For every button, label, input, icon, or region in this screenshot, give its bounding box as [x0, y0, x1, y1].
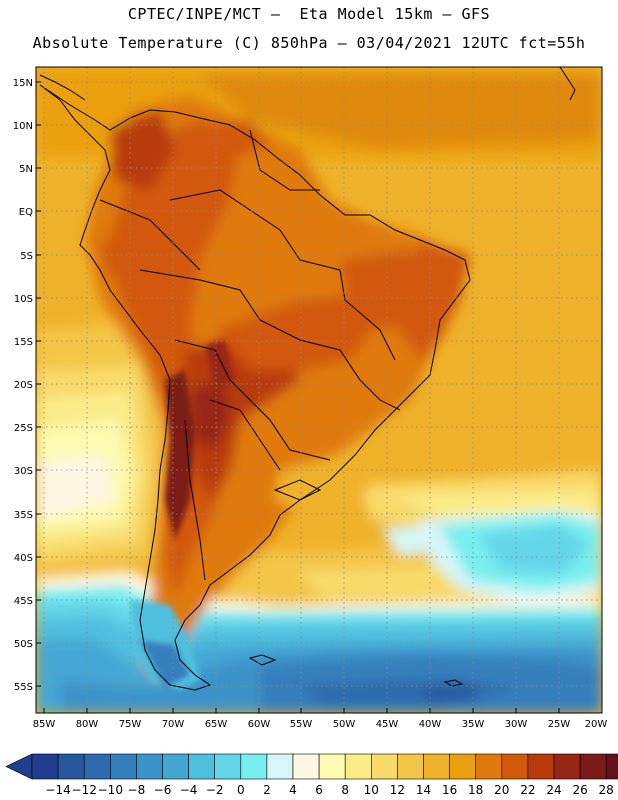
colorbar-swatch: [370, 753, 398, 780]
colorbar-swatch: [475, 753, 503, 780]
lat-label: 10N: [13, 121, 33, 132]
lon-label: 75W: [119, 719, 142, 730]
lat-label: 10S: [14, 294, 33, 305]
lat-label: 20S: [14, 380, 33, 391]
lat-label: EQ: [19, 207, 33, 218]
colorbar-swatch: [292, 753, 320, 780]
colorbar-swatch: [449, 753, 477, 780]
colorbar-swatch: [31, 753, 59, 780]
colorbar-swatch: [136, 753, 163, 780]
colorbar-swatch: [214, 753, 242, 780]
colorbar-swatch: [553, 753, 581, 780]
colorbar-swatch: [397, 753, 424, 780]
colorbar-label: 2: [263, 783, 271, 797]
latitude-labels: 15N 10N 5N EQ 5S 10S 15S 20S 25S 30S 35S…: [13, 78, 33, 693]
lon-label: 50W: [333, 719, 356, 730]
lat-label: 55S: [14, 682, 33, 693]
colorbar-swatch: [83, 753, 111, 780]
lat-label: 5S: [20, 251, 33, 262]
axis-ticks: [36, 81, 560, 713]
colorbar-label: −12: [72, 783, 97, 797]
lon-label: 30W: [505, 719, 528, 730]
colorbar-swatch: [57, 753, 85, 780]
map-frame: [35, 66, 603, 714]
colorbar-label: 20: [494, 783, 509, 797]
lat-label: 5N: [19, 164, 33, 175]
coastline: [39, 67, 576, 691]
colorbar-label: −14: [45, 783, 70, 797]
colorbar-swatch: [162, 753, 189, 780]
colorbar-label: 6: [315, 783, 323, 797]
colorbar-swatch: [110, 753, 137, 780]
lon-label: 85W: [33, 719, 56, 730]
colorbar-swatch: [240, 753, 268, 780]
colorbar-label: −4: [180, 783, 198, 797]
lon-label: 70W: [162, 719, 185, 730]
colorbar-label: 14: [416, 783, 431, 797]
colorbar-swatch: [605, 753, 618, 780]
chart-title-line-1: CPTEC/INPE/MCT – Eta Model 15km – GFS: [127, 5, 491, 23]
colorbar-label: 0: [237, 783, 245, 797]
colorbar-swatch: [423, 753, 450, 780]
lat-label: 25S: [14, 423, 33, 434]
lon-label: 80W: [76, 719, 99, 730]
lat-label: 40S: [14, 553, 33, 564]
colorbar-label: 28: [599, 783, 614, 797]
colorbar-label: 22: [520, 783, 535, 797]
longitude-labels: 85W 80W 75W 70W 65W 60W 55W 50W 45W 40W …: [33, 719, 608, 730]
chart-title-line-2: Absolute Temperature (C) 850hPa – 03/04/…: [32, 34, 586, 52]
colorbar-label: 16: [442, 783, 457, 797]
colorbar-swatch: [579, 753, 607, 780]
colorbar-swatch: [344, 753, 372, 780]
lon-label: 20W: [585, 719, 608, 730]
lat-label: 50S: [14, 639, 33, 650]
lon-label: 60W: [248, 719, 271, 730]
temperature-field: [36, 67, 602, 713]
lon-label: 45W: [376, 719, 399, 730]
lon-label: 55W: [290, 719, 313, 730]
colorbar-label: 24: [546, 783, 561, 797]
colorbar-label: 10: [364, 783, 379, 797]
colorbar-low-arrow: [5, 753, 33, 780]
lat-label: 15S: [14, 337, 33, 348]
lon-label: 25W: [548, 719, 571, 730]
colorbar-label: 26: [572, 783, 587, 797]
colorbar-swatch: [501, 753, 529, 780]
colorbar-swatch: [318, 753, 346, 780]
colorbar-swatch: [266, 753, 294, 780]
colorbar-label: −10: [98, 783, 123, 797]
colorbar-swatch: [188, 753, 216, 780]
lat-label: 15N: [13, 78, 33, 89]
colorbar-label: 8: [341, 783, 349, 797]
lat-label: 30S: [14, 466, 33, 477]
lat-label: 45S: [14, 596, 33, 607]
colorbar-label: −6: [154, 783, 172, 797]
colorbar-label: 12: [390, 783, 405, 797]
colorbar-label: −8: [128, 783, 146, 797]
colorbar-swatch: [527, 753, 555, 780]
lon-label: 35W: [462, 719, 485, 730]
lat-label: 35S: [14, 510, 33, 521]
lon-label: 65W: [205, 719, 228, 730]
colorbar: −14 −12 −10 −8 −6 −4 −2 0 2 4 6 8 10 12 14 16 18 20 22 24 26…: [5, 753, 618, 797]
colorbar-label: 4: [289, 783, 297, 797]
colorbar-label: 18: [468, 783, 483, 797]
colorbar-label: −2: [206, 783, 224, 797]
lon-label: 40W: [419, 719, 442, 730]
